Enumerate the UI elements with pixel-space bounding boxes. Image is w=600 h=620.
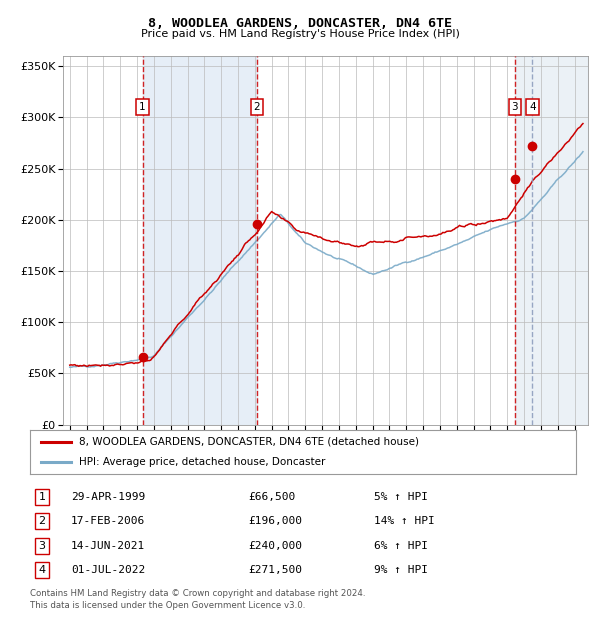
Text: Price paid vs. HM Land Registry's House Price Index (HPI): Price paid vs. HM Land Registry's House … xyxy=(140,29,460,39)
Text: 01-JUL-2022: 01-JUL-2022 xyxy=(71,565,145,575)
Text: 1: 1 xyxy=(139,102,146,112)
Text: 17-FEB-2006: 17-FEB-2006 xyxy=(71,516,145,526)
Text: 14% ↑ HPI: 14% ↑ HPI xyxy=(374,516,435,526)
Text: 2: 2 xyxy=(38,516,46,526)
Bar xyxy=(515,56,588,425)
Text: £196,000: £196,000 xyxy=(248,516,302,526)
Text: 8, WOODLEA GARDENS, DONCASTER, DN4 6TE: 8, WOODLEA GARDENS, DONCASTER, DN4 6TE xyxy=(148,17,452,30)
Text: 3: 3 xyxy=(511,102,518,112)
Text: 6% ↑ HPI: 6% ↑ HPI xyxy=(374,541,428,551)
Text: £271,500: £271,500 xyxy=(248,565,302,575)
Text: 1: 1 xyxy=(38,492,46,502)
Bar xyxy=(143,56,257,425)
Text: £66,500: £66,500 xyxy=(248,492,296,502)
Text: 29-APR-1999: 29-APR-1999 xyxy=(71,492,145,502)
Text: £240,000: £240,000 xyxy=(248,541,302,551)
Text: This data is licensed under the Open Government Licence v3.0.: This data is licensed under the Open Gov… xyxy=(30,601,305,609)
Text: 4: 4 xyxy=(529,102,536,112)
Text: 2: 2 xyxy=(254,102,260,112)
Text: 4: 4 xyxy=(38,565,46,575)
Text: 5% ↑ HPI: 5% ↑ HPI xyxy=(374,492,428,502)
Text: 9% ↑ HPI: 9% ↑ HPI xyxy=(374,565,428,575)
Text: Contains HM Land Registry data © Crown copyright and database right 2024.: Contains HM Land Registry data © Crown c… xyxy=(30,590,365,598)
Text: 3: 3 xyxy=(38,541,46,551)
Text: HPI: Average price, detached house, Doncaster: HPI: Average price, detached house, Donc… xyxy=(79,457,326,467)
Text: 8, WOODLEA GARDENS, DONCASTER, DN4 6TE (detached house): 8, WOODLEA GARDENS, DONCASTER, DN4 6TE (… xyxy=(79,436,419,447)
Text: 14-JUN-2021: 14-JUN-2021 xyxy=(71,541,145,551)
